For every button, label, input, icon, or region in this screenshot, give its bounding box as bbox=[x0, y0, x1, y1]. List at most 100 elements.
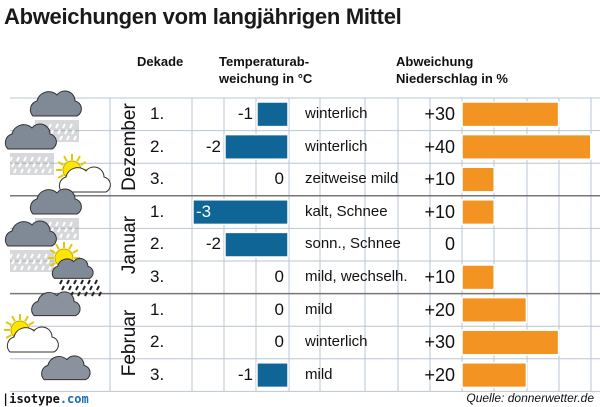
temperature-label: -1 bbox=[237, 104, 253, 123]
rain-drop bbox=[87, 279, 91, 285]
condition-label: sonn., Schnee bbox=[305, 235, 401, 253]
rain-drop bbox=[13, 265, 17, 271]
header-temp-line1: Temperaturab- bbox=[219, 54, 310, 69]
dekade-label: 2. bbox=[150, 234, 165, 254]
header-temp: Temperaturab- weichung in °C bbox=[219, 53, 312, 87]
rain-drop bbox=[18, 162, 22, 168]
rain-drop bbox=[25, 259, 29, 265]
temperature-bar bbox=[256, 362, 289, 389]
rain-drop bbox=[61, 285, 65, 291]
rain-drop bbox=[23, 253, 27, 259]
cloud-shape bbox=[4, 123, 57, 150]
rain-drop bbox=[41, 168, 45, 174]
condition-label: mild bbox=[305, 300, 333, 318]
header-precip: Abweichung Niederschlag in % bbox=[396, 53, 508, 87]
dekade-label: 1. bbox=[150, 201, 165, 221]
header-precip-line1: Abweichung bbox=[396, 54, 474, 69]
rain-drop bbox=[91, 291, 95, 297]
rain-drop bbox=[41, 265, 45, 271]
cloud-shape bbox=[29, 90, 82, 117]
rain-drop bbox=[55, 123, 59, 129]
rain-drop bbox=[16, 156, 20, 162]
rain-drop bbox=[44, 253, 48, 259]
dekade-label: 1. bbox=[150, 299, 165, 319]
rain-drop bbox=[75, 285, 79, 291]
cloud-shape bbox=[41, 355, 91, 381]
rain-drop bbox=[32, 259, 36, 265]
cloud-shape bbox=[31, 291, 81, 317]
month-label: Februar bbox=[119, 309, 140, 376]
precip-bar bbox=[461, 296, 528, 323]
precip-bar bbox=[461, 329, 560, 356]
rain-drop bbox=[62, 221, 66, 227]
rain-drop bbox=[32, 162, 36, 168]
precip-label: +40 bbox=[424, 136, 455, 157]
isotype-logo: |isotype.com bbox=[2, 392, 89, 406]
rain-drop bbox=[20, 265, 24, 271]
month-label: Dezember bbox=[119, 103, 140, 191]
precip-label: 0 bbox=[444, 234, 455, 255]
rain-drop bbox=[77, 291, 81, 297]
sun-ray bbox=[49, 249, 56, 254]
rain-drop bbox=[89, 285, 93, 291]
cloud-shape bbox=[6, 326, 59, 353]
rain-drop bbox=[73, 233, 77, 239]
temperature-label: 0 bbox=[274, 267, 284, 286]
temperature-label: -1 bbox=[237, 364, 253, 384]
temperature-label: 0 bbox=[274, 332, 284, 352]
rain-drop bbox=[48, 221, 52, 227]
precip-bar bbox=[461, 101, 560, 128]
temperature-bar bbox=[256, 101, 289, 128]
cloud-icon bbox=[41, 355, 91, 381]
logo-name: isotype bbox=[9, 392, 60, 406]
dekade-label: 3. bbox=[150, 364, 165, 384]
precip-label: +10 bbox=[424, 267, 455, 287]
precip-bar bbox=[461, 264, 495, 291]
rain-drop bbox=[64, 227, 68, 233]
precip-label: +10 bbox=[424, 201, 455, 222]
dekade-label: 1. bbox=[150, 104, 165, 123]
rain-drop bbox=[23, 156, 27, 162]
precip-bar bbox=[461, 166, 495, 193]
precip-bar bbox=[461, 133, 592, 160]
temperature-bar bbox=[224, 231, 289, 258]
rain-drop bbox=[20, 168, 24, 174]
condition-label: mild, wechselh. bbox=[305, 268, 408, 285]
sun-ray bbox=[11, 315, 16, 322]
rain-drop bbox=[96, 285, 100, 291]
rain-drop bbox=[27, 168, 31, 174]
cloud-shape bbox=[4, 220, 57, 247]
rain-drop bbox=[84, 291, 88, 297]
rain-cloud-icon bbox=[4, 123, 57, 175]
dekade-label: 2. bbox=[150, 332, 165, 352]
rain-drop bbox=[62, 123, 66, 129]
sun-ray bbox=[28, 321, 35, 326]
rain-drop bbox=[50, 129, 54, 135]
rain-drop bbox=[46, 259, 50, 265]
rain-cloud-icon bbox=[4, 220, 57, 272]
condition-label: winterlich bbox=[305, 333, 368, 351]
temperature-label: -2 bbox=[205, 136, 221, 156]
rain-drop bbox=[69, 221, 73, 227]
rain-drop bbox=[30, 156, 34, 162]
rain-drop bbox=[82, 285, 86, 291]
dekade-label: 3. bbox=[150, 267, 165, 286]
rain-drop bbox=[59, 233, 63, 239]
rain-drop bbox=[71, 129, 75, 135]
rain-drop bbox=[57, 129, 61, 135]
condition-label: winterlich bbox=[305, 105, 368, 122]
rain-drop bbox=[98, 291, 102, 297]
rain-drop bbox=[11, 162, 15, 168]
rain-drop bbox=[39, 259, 43, 265]
rain-drop bbox=[59, 279, 63, 285]
sun-ray bbox=[76, 155, 81, 162]
condition-label: zeitweise mild bbox=[305, 170, 399, 188]
rain-drop bbox=[66, 233, 70, 239]
temperature-bar bbox=[224, 133, 289, 160]
rain-drop bbox=[68, 285, 72, 291]
rain-drop bbox=[55, 221, 59, 227]
rain-drop bbox=[9, 253, 13, 259]
sun-cloud-rain-icon bbox=[48, 242, 102, 297]
header-temp-line2: weichung in °C bbox=[219, 71, 313, 86]
